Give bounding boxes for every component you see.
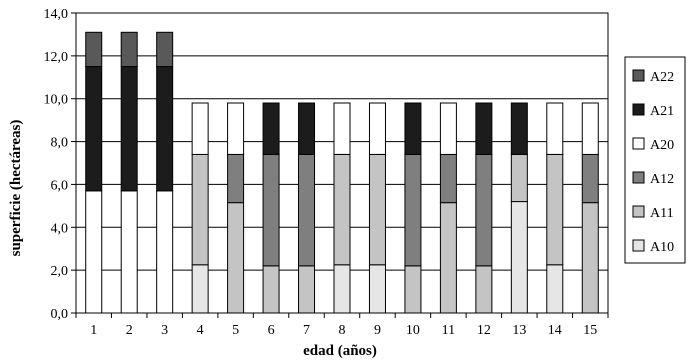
x-tick-label: 1 [90, 323, 97, 338]
bar-segment-a21-age-2 [120, 66, 138, 192]
bar-segment-a22-age-3 [156, 31, 174, 68]
x-tick-label: 8 [339, 323, 346, 338]
x-tick-label: 7 [303, 323, 310, 338]
bar-segment-a20-age-14 [546, 102, 564, 155]
bar-segment-a12-age-11 [439, 153, 457, 204]
bar-segment-a22-age-2 [120, 31, 138, 68]
bar-segment-a22-age-1 [85, 31, 103, 68]
bar-segment-a11-age-14 [546, 153, 564, 266]
legend-swatch-a21 [632, 103, 645, 116]
x-tick-label: 5 [232, 323, 239, 338]
bar-segment-a10-age-14 [546, 264, 564, 314]
x-tick-labels: 1 2 3 4 5 6 7 8 9 10 11 12 13 14 15 [75, 313, 609, 338]
y-tick-label: 0,0 [51, 307, 69, 322]
legend-swatch-a20 [632, 137, 645, 150]
bar-segment-a20-age-5 [227, 102, 245, 155]
plot-frame [75, 12, 609, 314]
bar-segment-a11-age-9 [368, 153, 386, 266]
x-tick-label: 12 [477, 323, 491, 338]
bar-segment-a20-age-1 [85, 190, 103, 314]
bar-segment-a11-age-8 [333, 153, 351, 266]
y-tick-label: 12,0 [44, 50, 69, 65]
y-tick-label: 4,0 [51, 221, 69, 236]
legend-swatch-a10 [632, 239, 645, 252]
y-tick-labels: 0,0 2,0 4,0 6,0 8,0 10,0 12,0 14,0 [44, 7, 76, 322]
bar-segment-a12-age-7 [298, 153, 316, 267]
bar-segment-a12-age-12 [475, 153, 493, 267]
bar-segment-a21-age-3 [156, 66, 174, 192]
legend-label-a21: A21 [650, 104, 674, 119]
x-tick-label: 2 [126, 323, 133, 338]
x-tick-label: 15 [583, 323, 597, 338]
bar-segment-a11-age-13 [510, 153, 528, 203]
bar-segment-a21-age-10 [404, 102, 422, 155]
bar-segment-a20-age-2 [120, 190, 138, 314]
bar-segment-a20-age-8 [333, 102, 351, 155]
bar-segment-a10-age-9 [368, 264, 386, 314]
bar-segment-a11-age-5 [227, 202, 245, 314]
bar-segment-a21-age-7 [298, 102, 316, 155]
bar-segment-a12-age-15 [581, 153, 599, 204]
bar-segment-a21-age-1 [85, 66, 103, 192]
bar-segment-a20-age-11 [439, 102, 457, 155]
x-tick-label: 9 [374, 323, 381, 338]
bar-segment-a21-age-12 [475, 102, 493, 155]
y-tick-label: 8,0 [51, 136, 69, 151]
bar-segment-a12-age-10 [404, 153, 422, 267]
x-tick-label: 11 [442, 323, 455, 338]
legend-swatch-a22 [632, 69, 645, 82]
y-tick-label: 14,0 [44, 7, 69, 22]
y-tick-label: 2,0 [51, 264, 69, 279]
legend-label-a11: A11 [650, 206, 674, 221]
bar-segment-a21-age-13 [510, 102, 528, 155]
x-tick-label: 14 [548, 323, 562, 338]
legend-label-a10: A10 [650, 240, 674, 255]
x-axis-title: edad (años) [303, 343, 377, 359]
y-tick-label: 10,0 [44, 93, 69, 108]
legend-box [624, 56, 686, 264]
bar-segment-a11-age-10 [404, 265, 422, 314]
x-tick-label: 10 [406, 323, 420, 338]
legend-swatch-a11 [632, 205, 645, 218]
bar-segment-a12-age-5 [227, 153, 245, 204]
bar-segment-a20-age-3 [156, 190, 174, 314]
x-tick-label: 6 [268, 323, 275, 338]
legend-label-a22: A22 [650, 70, 674, 85]
bar-segment-a11-age-12 [475, 265, 493, 314]
bar-segment-a10-age-13 [510, 201, 528, 314]
bar-segment-a20-age-9 [368, 102, 386, 155]
bar-segment-a11-age-4 [191, 153, 209, 266]
y-tick-label: 6,0 [51, 178, 69, 193]
bar-segment-a11-age-15 [581, 202, 599, 314]
bar-segment-a11-age-7 [298, 265, 316, 314]
bar-segment-a12-age-6 [262, 153, 280, 267]
bar-segment-a11-age-6 [262, 265, 280, 314]
legend: A22 A21 A20 A12 A11 A10 [624, 56, 686, 264]
bar-segment-a21-age-6 [262, 102, 280, 155]
legend-label-a20: A20 [650, 138, 674, 153]
legend-label-a12: A12 [650, 172, 674, 187]
x-tick-label: 3 [161, 323, 168, 338]
bars-group [85, 31, 599, 314]
bar-segment-a10-age-8 [333, 264, 351, 314]
bar-segment-a20-age-4 [191, 102, 209, 155]
legend-swatch-a12 [632, 171, 645, 184]
bar-segment-a11-age-11 [439, 202, 457, 314]
bar-segment-a10-age-4 [191, 264, 209, 314]
x-tick-label: 4 [197, 323, 204, 338]
bar-segment-a20-age-15 [581, 102, 599, 155]
y-axis-title: superficie (hectáreas) [8, 120, 24, 257]
x-tick-label: 13 [512, 323, 526, 338]
axes [75, 12, 609, 314]
